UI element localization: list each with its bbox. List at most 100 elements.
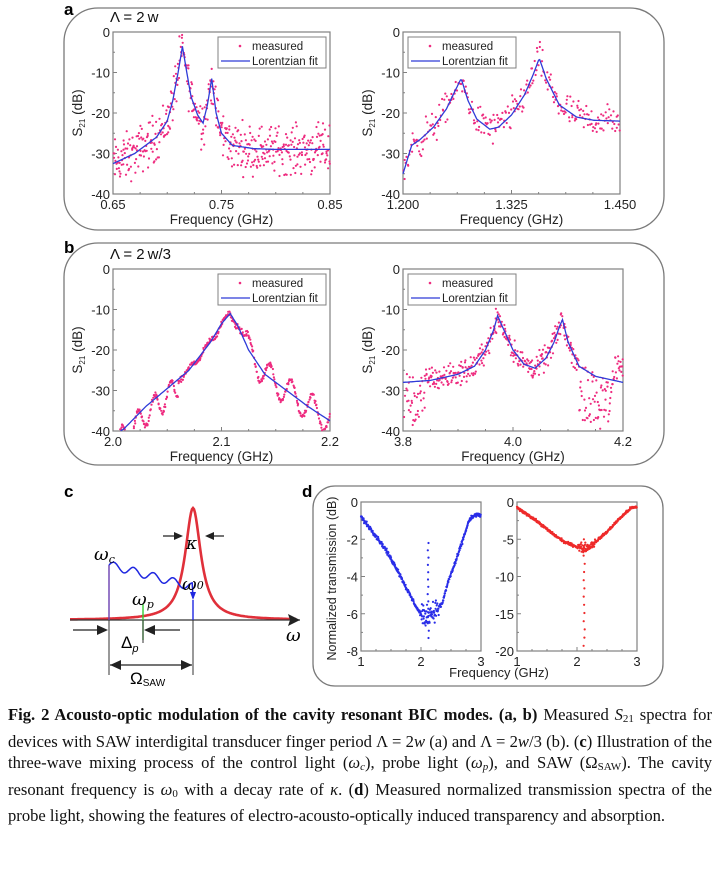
chart-b-right: 0 -10 -20 -30 -403.8 4.0 4.2 Frequency (GHz) S21… bbox=[360, 262, 632, 464]
measured-point bbox=[536, 359, 539, 362]
caption-text: (a) and Λ = 2 bbox=[425, 731, 518, 751]
measured-point bbox=[282, 145, 285, 148]
measured-point bbox=[493, 118, 496, 121]
measured-point bbox=[273, 169, 276, 172]
measured-point bbox=[538, 365, 541, 368]
transmission-point bbox=[421, 615, 424, 618]
y-tick-label: -8 bbox=[346, 644, 358, 659]
measured-point bbox=[464, 85, 467, 88]
measured-point bbox=[619, 360, 622, 363]
measured-point bbox=[595, 122, 598, 125]
measured-point bbox=[165, 112, 168, 115]
measured-point bbox=[444, 92, 447, 95]
measured-point bbox=[295, 125, 298, 128]
y-axis-label: S21 (dB) bbox=[360, 89, 377, 136]
measured-point bbox=[502, 331, 505, 334]
measured-point bbox=[297, 409, 300, 413]
measured-point bbox=[327, 167, 330, 170]
measured-point bbox=[278, 174, 281, 178]
measured-point bbox=[420, 154, 423, 158]
transmission-point bbox=[462, 538, 465, 541]
transmission-point bbox=[429, 607, 432, 610]
transmission-point bbox=[412, 598, 415, 601]
measured-point bbox=[489, 326, 492, 329]
measured-point bbox=[215, 97, 219, 100]
omega-axis-arrow-icon bbox=[288, 614, 300, 626]
measured-point bbox=[472, 374, 475, 377]
measured-point bbox=[513, 98, 517, 101]
measured-point bbox=[482, 117, 485, 120]
measured-point bbox=[441, 374, 444, 377]
measured-point bbox=[540, 353, 544, 356]
measured-point bbox=[181, 378, 184, 381]
measured-point bbox=[197, 122, 200, 125]
transmission-point bbox=[381, 543, 384, 546]
measured-point bbox=[241, 118, 244, 122]
kappa-label: κ bbox=[185, 534, 197, 554]
measured-point bbox=[431, 123, 434, 126]
measured-point bbox=[475, 128, 478, 131]
measured-point bbox=[435, 371, 438, 374]
measured-point bbox=[552, 101, 556, 104]
measured-point bbox=[220, 123, 223, 126]
measured-point bbox=[555, 95, 558, 98]
measured-point bbox=[465, 380, 468, 383]
x-axis-label: Frequency (GHz) bbox=[461, 449, 565, 464]
transmission-point bbox=[362, 517, 365, 520]
measured-point bbox=[421, 148, 424, 151]
measured-point bbox=[121, 154, 124, 157]
measured-point bbox=[478, 125, 481, 128]
measured-point bbox=[305, 152, 308, 155]
measured-point bbox=[272, 376, 275, 379]
measured-point bbox=[417, 415, 420, 418]
measured-point bbox=[516, 350, 519, 353]
measured-point bbox=[556, 338, 559, 341]
measured-point bbox=[481, 362, 484, 365]
transparency-spike-point bbox=[427, 629, 430, 632]
measured-point bbox=[328, 412, 331, 416]
measured-point bbox=[534, 364, 537, 367]
measured-point bbox=[517, 364, 520, 367]
transmission-point bbox=[425, 603, 429, 606]
transmission-point bbox=[432, 609, 435, 613]
measured-point bbox=[293, 137, 297, 140]
transmission-point bbox=[451, 569, 454, 572]
transparency-spike-point bbox=[426, 622, 429, 625]
measured-point bbox=[403, 415, 406, 419]
measured-point bbox=[516, 362, 519, 365]
measured-point bbox=[147, 419, 150, 423]
measured-point bbox=[255, 164, 258, 168]
measured-point bbox=[262, 145, 265, 148]
measured-point bbox=[403, 158, 406, 162]
measured-point bbox=[220, 126, 223, 129]
measured-point bbox=[438, 378, 441, 381]
measured-point bbox=[217, 330, 220, 333]
measured-point bbox=[139, 154, 143, 157]
measured-point bbox=[303, 415, 306, 418]
measured-point bbox=[254, 365, 257, 368]
measured-point bbox=[122, 163, 125, 166]
y-tick-label: -2 bbox=[346, 532, 358, 547]
measured-point bbox=[495, 331, 498, 335]
measured-point bbox=[583, 398, 586, 401]
measured-point bbox=[544, 79, 547, 82]
measured-point bbox=[250, 343, 253, 346]
measured-point bbox=[142, 137, 145, 140]
measured-point bbox=[600, 384, 603, 387]
measured-point bbox=[589, 402, 592, 405]
measured-point bbox=[266, 160, 270, 163]
lorentzian-fit-line bbox=[402, 313, 624, 384]
measured-point bbox=[463, 371, 466, 374]
measured-point bbox=[282, 143, 285, 146]
measured-point bbox=[444, 120, 447, 124]
measured-point bbox=[156, 398, 159, 401]
measured-point bbox=[159, 133, 163, 136]
measured-point bbox=[533, 372, 537, 375]
chart-b-left: 0 -10 -20 -30 -402.0 2.1 2.2 Frequency (GHz) S21… bbox=[70, 246, 339, 464]
measured-point bbox=[204, 125, 207, 128]
measured-point bbox=[233, 163, 236, 166]
caption-omega-p-sub: p bbox=[482, 761, 489, 773]
y-tick-label: 0 bbox=[393, 262, 400, 277]
measured-point bbox=[265, 160, 268, 163]
measured-point bbox=[133, 419, 136, 422]
